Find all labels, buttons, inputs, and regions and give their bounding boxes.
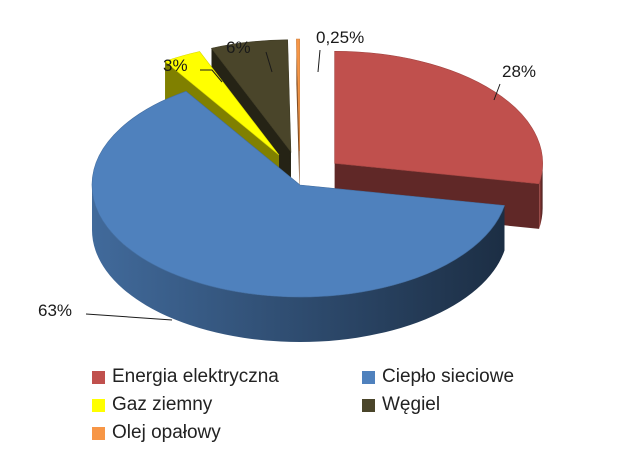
slice-cieplo-sieciowe [91, 90, 505, 298]
data-labels: 28% 63% 3% 6% 0,25% [38, 28, 536, 320]
legend-item: Olej opałowy [92, 420, 221, 446]
pie-tops [91, 38, 543, 298]
legend-item: Gaz ziemny [92, 392, 212, 418]
legend-label: Gaz ziemny [112, 394, 213, 415]
legend-label: Węgiel [382, 394, 441, 415]
slice-energia-elektryczna [334, 51, 543, 185]
pie-chart: 28% 63% 3% 6% 0,25% [38, 28, 543, 342]
legend-label: Energia elektryczna [112, 366, 279, 387]
slice-olej-opalowy [296, 38, 300, 152]
slice-gaz-ziemny [164, 51, 280, 156]
legend-swatch [92, 370, 105, 384]
legend-swatch [362, 370, 375, 384]
legend-swatch [362, 398, 375, 412]
data-label-energia-elektryczna: 28% [502, 62, 536, 81]
slice-rim-energia-elektryczna [539, 163, 543, 229]
legend-label: Ciepło sieciowe [382, 366, 515, 387]
data-label-cieplo-sieciowe: 63% [38, 301, 72, 320]
leader-line-olej-opalowy [317, 49, 321, 73]
leader-line-cieplo-sieciowe [85, 313, 173, 321]
data-label-wegiel: 6% [226, 38, 251, 57]
legend-swatch [92, 398, 105, 412]
leader-line-gaz-ziemny [200, 69, 223, 83]
legend-item: Energia elektryczna [92, 364, 279, 390]
leader-line-wegiel [265, 51, 273, 73]
leader-line-energia-elektryczna [493, 83, 501, 101]
legend-item: Ciepło sieciowe [362, 364, 514, 390]
legend-label: Olej opałowy [112, 422, 221, 443]
legend-item: Węgiel [362, 392, 440, 418]
slice-wall-olej-opalowy [296, 39, 300, 197]
leader-lines [85, 49, 501, 321]
slice-rim-cieplo-sieciowe [92, 185, 505, 342]
data-label-olej-opalowy: 0,25% [316, 28, 364, 47]
data-label-gaz-ziemny: 3% [163, 56, 188, 75]
legend-swatch [92, 426, 105, 440]
